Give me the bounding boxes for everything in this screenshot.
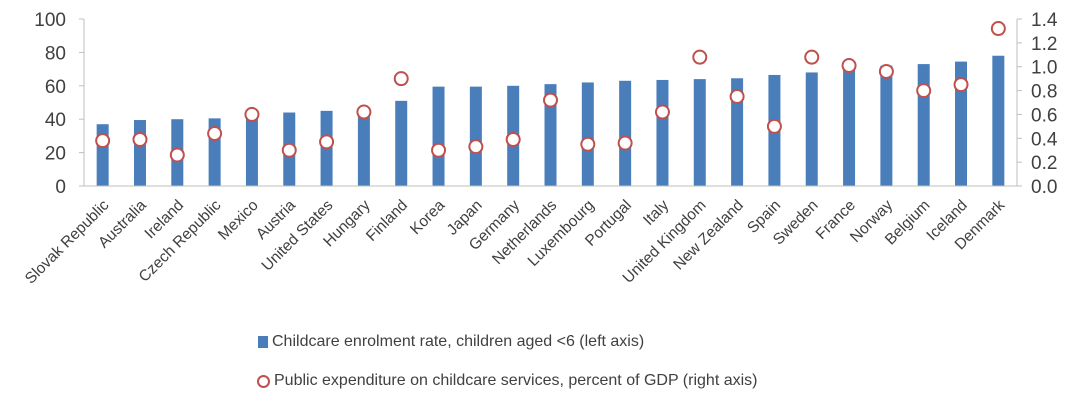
expenditure-point — [169, 147, 185, 163]
category-label: Mexico — [215, 197, 262, 244]
expenditure-point — [841, 58, 857, 74]
expenditure-point — [244, 106, 260, 122]
expenditure-point — [505, 131, 521, 147]
expenditure-point — [916, 83, 932, 99]
left-tick-label: 60 — [45, 77, 66, 98]
right-tick-label: 0.0 — [1031, 177, 1057, 198]
bar — [805, 72, 818, 186]
bar — [656, 79, 669, 186]
bar — [432, 86, 445, 186]
category-label: Finland — [363, 197, 411, 245]
expenditure-point — [95, 133, 111, 149]
expenditure-point — [319, 134, 335, 150]
right-tick-label: 0.6 — [1031, 105, 1057, 126]
expenditure-point — [953, 77, 969, 93]
bar — [880, 65, 893, 186]
legend-label-enrolment: Childcare enrolment rate, children aged … — [272, 333, 645, 350]
expenditure-point — [692, 49, 708, 65]
expenditure-point — [356, 104, 372, 120]
expenditure-point — [617, 135, 633, 151]
legend-label-expenditure: Public expenditure on childcare services… — [274, 372, 758, 389]
bar — [992, 55, 1005, 186]
expenditure-point — [654, 104, 670, 120]
expenditure-point — [281, 142, 297, 158]
expenditure-point — [431, 142, 447, 158]
expenditure-point — [804, 49, 820, 65]
expenditure-point — [729, 89, 745, 105]
expenditure-point — [468, 139, 484, 155]
bar — [357, 112, 370, 186]
expenditure-point — [878, 63, 894, 79]
category-label: Italy — [640, 197, 672, 229]
right-tick-label: 1.0 — [1031, 58, 1057, 79]
left-tick-label: 80 — [45, 43, 66, 64]
bar — [245, 114, 258, 186]
right-tick-label: 0.2 — [1031, 153, 1057, 174]
category-label: Korea — [407, 197, 449, 239]
right-tick-label: 0.4 — [1031, 129, 1058, 150]
bar — [133, 120, 146, 186]
legend-item-enrolment: Childcare enrolment rate, children aged … — [258, 333, 644, 351]
bar — [619, 80, 632, 186]
bar — [731, 78, 744, 186]
right-tick-label: 1.2 — [1031, 34, 1057, 55]
bar — [395, 100, 408, 186]
bar — [469, 86, 482, 186]
bar — [581, 82, 594, 186]
legend-bar-swatch — [258, 336, 268, 348]
expenditure-point — [132, 131, 148, 147]
expenditure-point — [543, 92, 558, 108]
expenditure-point — [580, 136, 596, 152]
bar — [917, 64, 930, 186]
legend-item-expenditure: Public expenditure on childcare services… — [257, 372, 757, 390]
left-tick-label: 100 — [34, 10, 66, 31]
left-tick-label: 40 — [45, 110, 66, 131]
bar — [544, 84, 557, 186]
legend-marker-swatch — [257, 374, 270, 388]
bar — [843, 69, 856, 186]
expenditure-point — [990, 21, 1006, 37]
right-tick-label: 1.4 — [1031, 10, 1058, 31]
bar — [955, 61, 968, 186]
bar — [693, 79, 706, 186]
right-tick-label: 0.8 — [1031, 82, 1057, 103]
plot-area: 0204060801000.00.20.40.60.81.01.21.4Slov… — [22, 10, 1058, 287]
left-tick-label: 20 — [45, 144, 66, 165]
expenditure-point — [393, 71, 409, 87]
left-tick-label: 0 — [55, 177, 66, 198]
expenditure-point — [207, 126, 223, 142]
expenditure-point — [766, 118, 782, 134]
